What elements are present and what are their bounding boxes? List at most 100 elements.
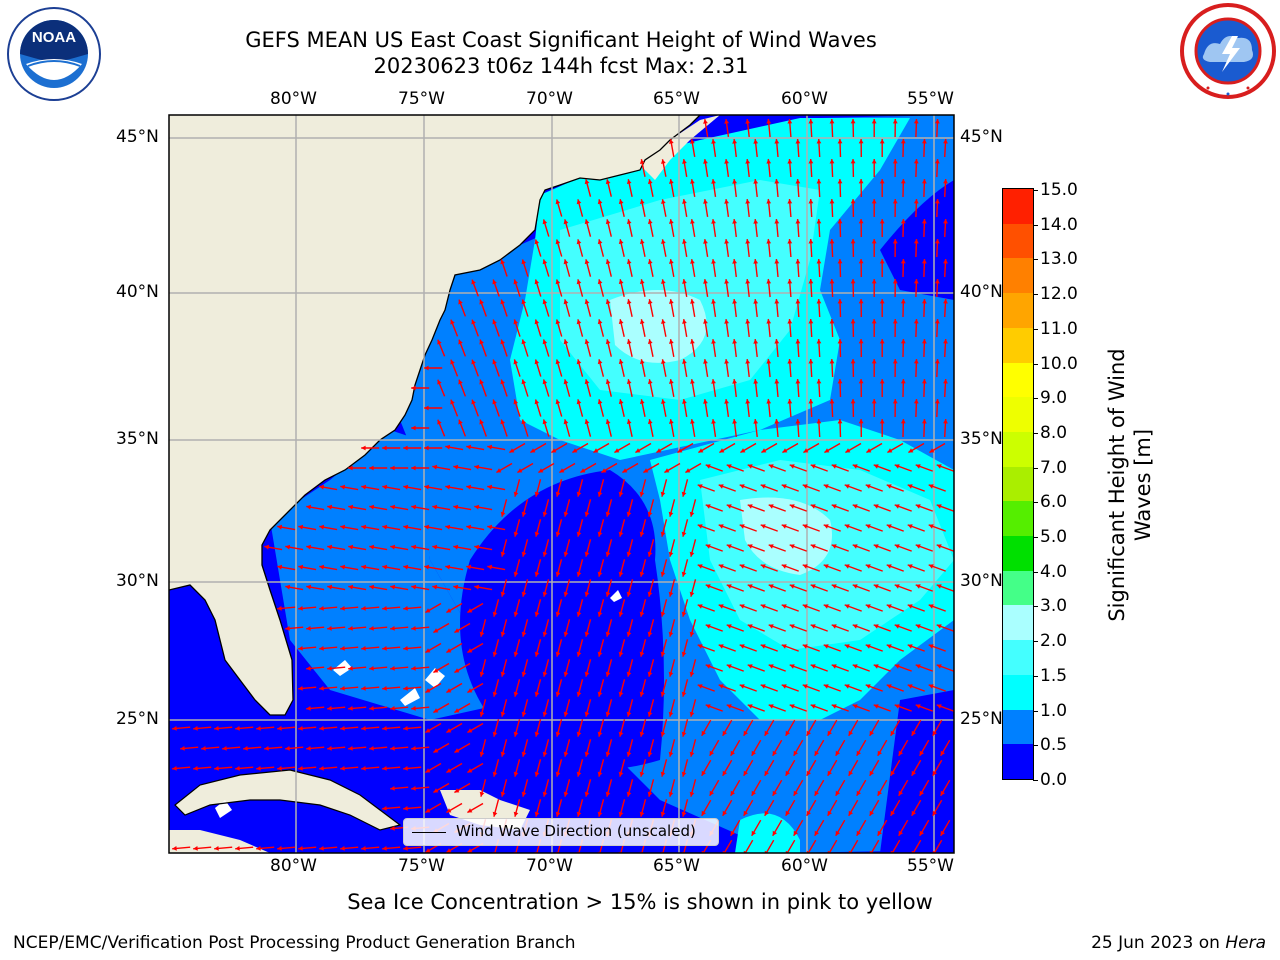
wave-direction-arrowhead <box>913 359 919 364</box>
colorbar-segment <box>1003 223 1033 259</box>
wave-direction-arrowhead <box>751 750 756 756</box>
wave-direction-arrowhead <box>887 448 893 453</box>
wave-direction-arrowhead <box>492 611 498 617</box>
wave-direction-arrowhead <box>319 766 324 771</box>
colorbar-segment <box>1003 674 1033 710</box>
wave-direction-arrowhead <box>871 199 877 204</box>
lon-label-top: 60°W <box>781 89 828 109</box>
wave-direction-arrowhead <box>922 339 927 344</box>
wave-direction-arrowhead <box>913 279 919 284</box>
wave-direction-arrowhead <box>816 419 822 424</box>
wave-direction-arrowhead <box>555 491 561 497</box>
wave-direction-arrowhead <box>382 806 387 811</box>
wave-direction-arrowhead <box>277 766 282 771</box>
wave-direction-arrowhead <box>816 219 822 224</box>
wave-direction-arrowhead <box>445 564 451 570</box>
wave-direction-arrowhead <box>913 159 919 164</box>
wave-direction-arrowhead <box>681 491 687 497</box>
wave-direction-arrowhead <box>808 119 814 124</box>
footer-date: 25 Jun 2023 on Hera <box>1091 933 1266 953</box>
wave-direction-arrowhead <box>450 319 455 325</box>
wave-direction-arrowhead <box>559 468 565 473</box>
wave-direction-arrowhead <box>369 584 375 590</box>
wave-direction-arrowhead <box>789 664 795 669</box>
wave-direction-arrowhead <box>563 299 569 305</box>
wave-direction-arrowhead <box>732 179 737 184</box>
wave-direction-arrowhead <box>597 571 603 577</box>
wave-direction-arrowhead <box>576 531 582 537</box>
wave-direction-arrowhead <box>745 399 751 404</box>
wave-direction-arrowhead <box>781 604 787 609</box>
wave-direction-arrowhead <box>639 491 645 497</box>
wave-direction-arrowhead <box>856 750 861 756</box>
wave-direction-arrowhead <box>892 399 898 404</box>
wave-direction-arrowhead <box>340 726 345 731</box>
wave-direction-arrowhead <box>745 359 751 364</box>
wave-direction-arrowhead <box>647 379 653 384</box>
wave-direction-arrowhead <box>802 484 808 489</box>
wave-direction-arrowhead <box>774 139 780 144</box>
wave-direction-arrowhead <box>403 606 408 611</box>
wave-direction-arrowhead <box>530 448 536 453</box>
wave-direction-arrowhead <box>454 788 460 793</box>
colorbar-segment <box>1003 604 1033 641</box>
coastline-cuba <box>174 769 402 831</box>
lon-label-bottom: 70°W <box>526 856 573 876</box>
wave-direction-arrowhead <box>382 524 388 530</box>
wave-direction-arrowhead <box>340 766 345 771</box>
wave-direction-arrowhead <box>848 810 853 816</box>
wave-direction-arrowhead <box>605 259 611 265</box>
wave-direction-arrowhead <box>521 591 527 597</box>
wave-direction-arrowhead <box>340 846 345 851</box>
wave-direction-arrowhead <box>751 830 756 836</box>
wave-direction-arrowhead <box>858 339 864 344</box>
wave-direction-arrowhead <box>892 319 898 324</box>
wave-direction-arrowhead <box>685 468 691 473</box>
wave-direction-arrowhead <box>730 830 735 836</box>
wave-direction-arrowhead <box>911 770 916 776</box>
wave-direction-arrowhead <box>739 524 745 529</box>
wave-direction-arrowhead <box>500 259 505 265</box>
wave-direction-arrowhead <box>689 791 695 797</box>
colorbar-tick-label: 7.0 <box>1032 457 1068 478</box>
wave-direction-arrowhead <box>584 179 590 185</box>
wave-direction-arrowhead <box>782 448 788 453</box>
wave-zone-2-3m <box>610 290 707 363</box>
wave-direction-arrowhead <box>235 726 240 731</box>
wave-direction-arrowhead <box>319 646 324 651</box>
colorbar-segment <box>1003 327 1033 363</box>
wave-direction-arrowhead <box>900 419 906 424</box>
wave-direction-arrowhead <box>724 239 729 244</box>
wave-direction-arrowhead <box>894 464 900 469</box>
wave-direction-arrowhead <box>597 319 603 325</box>
lon-label-bottom: 60°W <box>781 856 828 876</box>
wave-direction-arrowhead <box>576 239 582 245</box>
wave-direction-arrowhead <box>639 239 645 244</box>
wave-direction-arrowhead <box>403 766 408 771</box>
wave-direction-arrowhead <box>943 339 948 344</box>
wave-direction-arrowhead <box>682 359 687 364</box>
wave-direction-arrowhead <box>829 279 835 284</box>
wave-direction-arrowhead <box>479 419 484 425</box>
wave-direction-arrowhead <box>450 359 455 365</box>
wave-direction-arrowhead <box>668 711 674 717</box>
wave-direction-arrowhead <box>814 830 819 836</box>
wave-direction-arrowhead <box>467 648 473 653</box>
colorbar-tick-label: 1.0 <box>1032 700 1068 721</box>
wave-direction-arrowhead <box>911 810 916 816</box>
wave-direction-arrowhead <box>425 808 431 813</box>
wave-direction-arrowhead <box>764 730 769 736</box>
wave-direction-arrowhead <box>774 299 780 304</box>
wave-direction-arrowhead <box>747 624 753 629</box>
wave-direction-arrowhead <box>823 524 829 529</box>
wave-direction-arrowhead <box>858 419 864 424</box>
wave-direction-arrowhead <box>795 259 801 264</box>
wave-direction-arrowhead <box>542 419 548 425</box>
wave-direction-arrowhead <box>193 766 198 771</box>
wave-direction-arrowhead <box>936 584 942 589</box>
wave-direction-arrowhead <box>425 688 431 693</box>
wave-direction-arrowhead <box>479 339 484 345</box>
wave-direction-arrowhead <box>348 626 353 631</box>
wave-direction-arrowhead <box>705 504 711 509</box>
wave-direction-arrowhead <box>900 259 906 264</box>
